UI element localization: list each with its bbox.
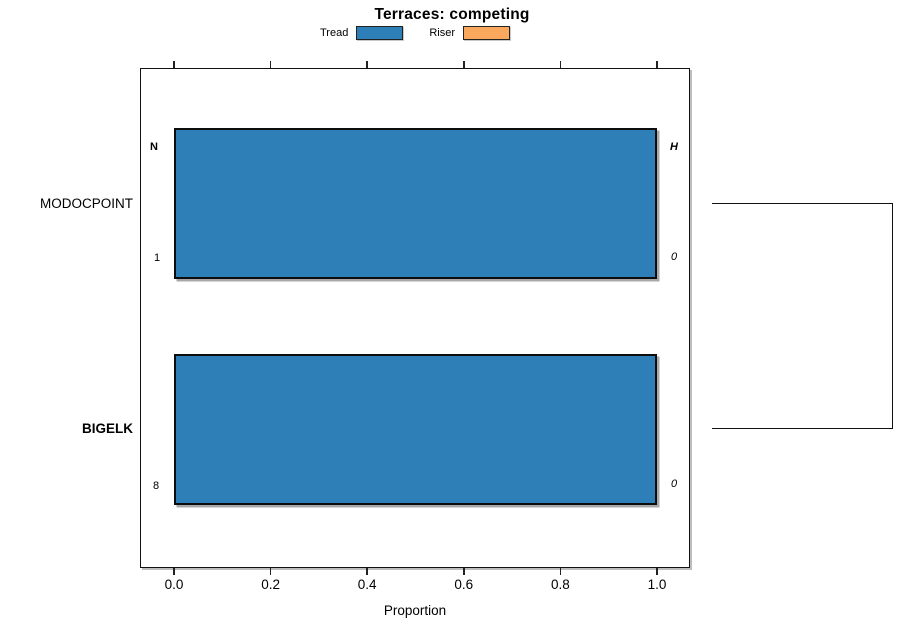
legend-swatch-riser	[463, 26, 510, 40]
x-axis-bottom-tick	[656, 568, 658, 575]
bar-modocpoint-tread	[174, 128, 657, 279]
x-axis-bottom-tick	[463, 568, 465, 575]
row-connector-bracket	[712, 203, 893, 429]
x-axis-title: Proportion	[383, 603, 447, 618]
x-axis-top-tick	[463, 61, 465, 68]
annotation-0-bottom: 0	[670, 478, 678, 490]
x-axis-top-tick	[656, 61, 658, 68]
x-axis-bottom-tick	[173, 568, 175, 575]
x-axis-top-tick	[173, 61, 175, 68]
x-axis-top-tick	[269, 61, 272, 68]
annotation-n: N	[150, 141, 158, 153]
x-axis-bottom-tick	[269, 568, 272, 575]
category-label-modocpoint: MODOCPOINT	[40, 196, 133, 211]
legend-label-riser: Riser	[429, 27, 455, 39]
legend-item-tread: Tread	[320, 26, 404, 40]
legend-swatch-tread	[356, 26, 404, 40]
annotation-1: 1	[153, 252, 161, 264]
legend: Tread Riser	[0, 26, 830, 40]
x-axis-tick-label: 0.2	[261, 577, 280, 592]
x-axis-tick-label: 0.6	[454, 577, 474, 592]
legend-item-riser: Riser	[429, 26, 510, 40]
bar-bigelk-tread	[174, 354, 657, 505]
x-axis-bottom-tick	[559, 568, 562, 575]
x-axis-top-tick	[366, 61, 368, 68]
chart-title: Terraces: competing	[374, 6, 530, 23]
x-axis-tick-label: 0.4	[357, 577, 377, 592]
annotation-h: H	[670, 141, 678, 153]
annotation-0-top: 0	[670, 251, 678, 263]
x-axis-tick-label: 1.0	[647, 577, 667, 592]
x-axis-top-tick	[559, 61, 562, 68]
x-axis-bottom-tick	[366, 568, 368, 575]
x-axis-tick-label: 0.8	[551, 577, 570, 592]
x-axis-tick-label: 0.0	[164, 577, 184, 592]
annotation-8: 8	[152, 480, 160, 492]
legend-label-tread: Tread	[320, 27, 349, 39]
category-label-bigelk: BIGELK	[81, 421, 133, 436]
